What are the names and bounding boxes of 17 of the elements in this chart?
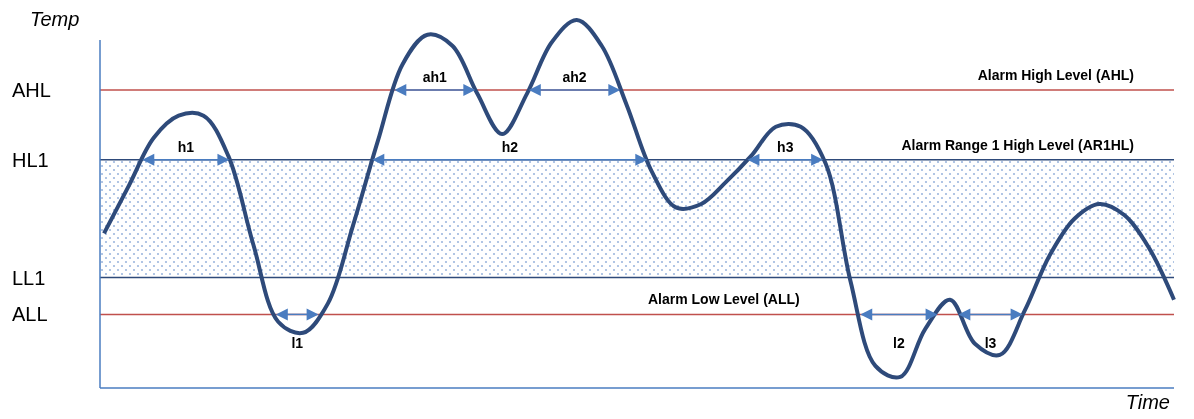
annotation: l2 [893, 335, 905, 352]
annotation: l3 [984, 335, 997, 352]
annotation: ah2 [562, 68, 587, 85]
annotation: ah1 [422, 68, 448, 85]
y-axis-title: Temp [30, 8, 80, 30]
annotation: h1 [177, 138, 195, 155]
ref-line-label: HL1 [12, 148, 49, 171]
annotation: Alarm High Level (AHL) [977, 66, 1134, 83]
annotation: l1 [291, 335, 304, 352]
annotation: h2 [501, 138, 519, 155]
annotation: h3 [777, 138, 794, 155]
annotation: Alarm Low Level (ALL) [648, 291, 800, 308]
ref-line-label: ALL [12, 303, 48, 326]
ref-line-label: LL1 [12, 266, 46, 289]
x-axis-title: Time [1125, 391, 1170, 413]
ref-line-label: AHL [12, 78, 51, 101]
annotation: Alarm Range 1 High Level (AR1HL) [901, 136, 1134, 153]
